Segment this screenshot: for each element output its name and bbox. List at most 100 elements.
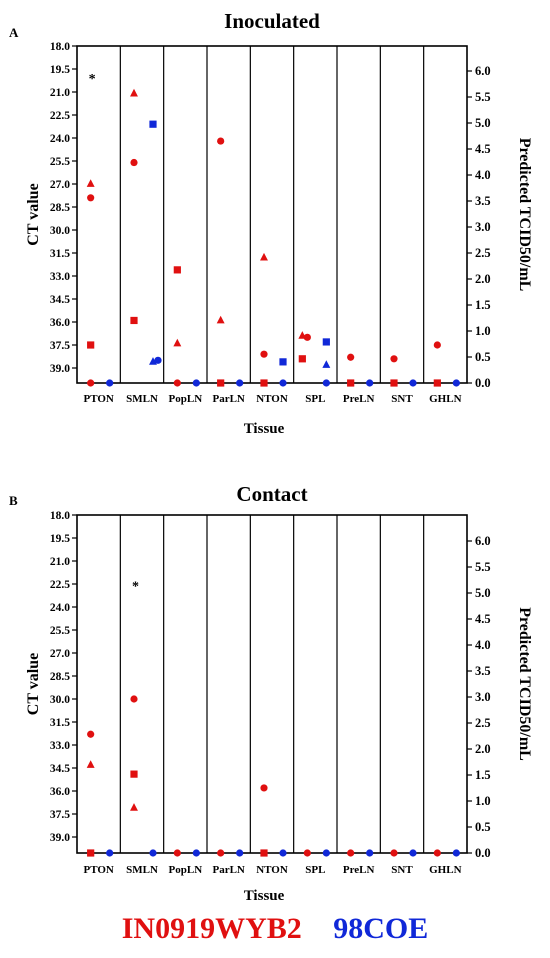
data-point-circle bbox=[106, 849, 114, 857]
data-point-circle bbox=[433, 341, 441, 349]
x-axis-label: Tissue bbox=[244, 888, 285, 904]
right-tick-label: 2.5 bbox=[475, 246, 491, 260]
left-tick-label: 36.0 bbox=[50, 786, 70, 798]
panel-letter: B bbox=[9, 493, 18, 508]
x-tick-label: PTON bbox=[83, 393, 113, 405]
data-point-square bbox=[149, 120, 157, 128]
data-point-circle bbox=[149, 849, 157, 857]
left-tick-label: 30.0 bbox=[50, 225, 70, 237]
data-point-circle bbox=[452, 849, 460, 857]
left-tick-label: 22.5 bbox=[50, 579, 70, 591]
data-point-circle bbox=[192, 379, 200, 387]
data-point-circle bbox=[217, 849, 225, 857]
x-tick-label: GHLN bbox=[429, 864, 461, 876]
x-tick-label: PreLN bbox=[343, 393, 375, 405]
y-axis-label-left: CT value bbox=[25, 653, 42, 715]
series-in0919wyb2 bbox=[86, 88, 441, 387]
left-tick-label: 37.5 bbox=[50, 340, 70, 352]
data-point-circle bbox=[87, 730, 95, 738]
panel-letter: A bbox=[9, 25, 19, 40]
x-tick-label: GHLN bbox=[429, 393, 461, 405]
panel-a: A Inoculated 18.0 19.5 21.0 22.5 24.0 25.5 27.0 2… bbox=[9, 9, 533, 437]
left-tick-label: 34.5 bbox=[50, 763, 70, 775]
right-tick-label: 6.0 bbox=[475, 534, 491, 548]
data-point-circle bbox=[279, 849, 287, 857]
x-tick-label: SPL bbox=[305, 393, 325, 405]
left-tick-label: 37.5 bbox=[50, 809, 70, 821]
data-point-square bbox=[322, 338, 330, 346]
left-tick-label: 24.0 bbox=[50, 602, 70, 614]
x-tick-label: PopLN bbox=[169, 393, 203, 405]
right-tick-label: 1.0 bbox=[475, 794, 491, 808]
left-tick-label: 33.0 bbox=[50, 271, 70, 283]
legend-strain-red: IN0919WYB2 bbox=[121, 912, 302, 945]
right-tick-label: 3.0 bbox=[475, 690, 491, 704]
data-point-circle bbox=[260, 784, 268, 792]
data-point-circle bbox=[87, 194, 95, 202]
data-point-triangle bbox=[130, 803, 138, 811]
x-tick-label: ParLN bbox=[212, 393, 244, 405]
data-point-triangle bbox=[130, 88, 138, 97]
left-tick-label: 39.0 bbox=[50, 363, 70, 375]
right-tick-label: 0.5 bbox=[475, 820, 491, 834]
data-point-square bbox=[433, 379, 441, 387]
data-point-circle bbox=[260, 350, 268, 358]
right-tick-label: 2.5 bbox=[475, 716, 491, 730]
data-point-circle bbox=[173, 849, 181, 857]
data-point-triangle bbox=[322, 360, 331, 368]
chart-title: Inoculated bbox=[224, 9, 320, 33]
left-tick-label: 27.0 bbox=[50, 648, 70, 660]
significance-annotation: * bbox=[132, 579, 139, 594]
data-point-circle bbox=[173, 379, 181, 387]
data-point-triangle bbox=[173, 338, 182, 347]
data-point-circle bbox=[236, 849, 244, 857]
x-axis-label: Tissue bbox=[244, 421, 285, 437]
left-tick-label: 31.5 bbox=[50, 248, 70, 260]
legend-strain-blue: 98COE bbox=[333, 912, 429, 945]
right-tick-label: 6.0 bbox=[475, 64, 491, 78]
left-tick-label: 31.5 bbox=[50, 717, 70, 729]
right-tick-label: 1.0 bbox=[475, 324, 491, 338]
data-point-square bbox=[347, 379, 355, 387]
data-point-circle bbox=[322, 379, 330, 387]
data-point-square bbox=[87, 849, 95, 857]
data-point-circle bbox=[366, 379, 374, 387]
left-tick-label: 33.0 bbox=[50, 740, 70, 752]
left-tick-label: 19.5 bbox=[50, 64, 70, 76]
y-axis-label-right: Predicted TCID50/mL bbox=[516, 607, 533, 761]
data-point-square bbox=[260, 379, 268, 387]
left-tick-label: 24.0 bbox=[50, 133, 70, 145]
left-tick-label: 18.0 bbox=[50, 510, 70, 522]
right-tick-label: 1.5 bbox=[475, 298, 491, 312]
x-tick-label: SPL bbox=[305, 864, 325, 876]
left-tick-label: 19.5 bbox=[50, 533, 70, 545]
left-tick-label: 21.0 bbox=[50, 87, 70, 99]
left-tick-label: 27.0 bbox=[50, 179, 70, 191]
data-point-circle bbox=[409, 849, 417, 857]
x-tick-label: ParLN bbox=[212, 864, 244, 876]
y-axis-label-right: Predicted TCID50/mL bbox=[516, 138, 533, 292]
data-point-square bbox=[173, 266, 181, 274]
data-point-circle bbox=[409, 379, 417, 387]
data-point-square bbox=[298, 355, 306, 363]
figure: A Inoculated 18.0 19.5 21.0 22.5 24.0 25.5 27.0 2… bbox=[9, 9, 533, 904]
plot-frame bbox=[76, 514, 468, 854]
data-point-circle bbox=[303, 333, 311, 341]
right-tick-label: 0.5 bbox=[475, 350, 491, 364]
right-tick-label: 0.0 bbox=[475, 376, 491, 390]
left-tick-label: 30.0 bbox=[50, 694, 70, 706]
x-tick-label: NTON bbox=[256, 393, 288, 405]
data-point-square bbox=[390, 379, 398, 387]
data-point-circle bbox=[87, 379, 95, 387]
series-in0919wyb2 bbox=[86, 695, 441, 857]
data-point-circle bbox=[452, 379, 460, 387]
right-tick-label: 4.0 bbox=[475, 168, 491, 182]
data-point-circle bbox=[433, 849, 441, 857]
data-point-square bbox=[130, 770, 138, 778]
legend: IN0919WYB2 98COE bbox=[0, 912, 550, 946]
right-tick-label: 5.5 bbox=[475, 90, 491, 104]
data-point-circle bbox=[303, 849, 311, 857]
data-point-circle bbox=[390, 355, 398, 363]
chart-title: Contact bbox=[236, 482, 307, 506]
plot-frame bbox=[76, 45, 468, 384]
